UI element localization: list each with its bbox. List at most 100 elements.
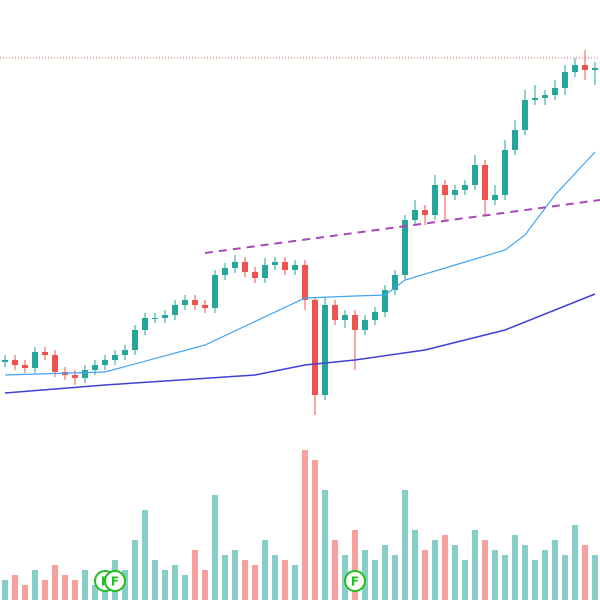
- volume-bar: [192, 550, 198, 600]
- volume-bar: [92, 585, 98, 600]
- volume-bar: [312, 460, 318, 600]
- volume-bar: [582, 545, 588, 600]
- candle-body: [72, 375, 78, 378]
- candle-body: [512, 130, 518, 150]
- volume-bar: [162, 570, 168, 600]
- volume-bar: [232, 550, 238, 600]
- candle-body: [162, 315, 168, 318]
- volume-bar: [142, 510, 148, 600]
- candle-body: [282, 262, 288, 270]
- candle-body: [392, 275, 398, 290]
- moving-average: [4, 151, 596, 376]
- candle-body: [222, 268, 228, 275]
- volume-bar: [412, 530, 418, 600]
- volume-bar: [432, 540, 438, 600]
- candle-body: [582, 65, 588, 70]
- volume-bar: [532, 560, 538, 600]
- volume-bar: [72, 580, 78, 600]
- candle-body: [462, 185, 468, 190]
- candle-body: [292, 265, 298, 270]
- event-marker: [104, 570, 126, 592]
- candle-body: [232, 262, 238, 268]
- candle-body: [572, 65, 578, 72]
- candle-body: [152, 318, 158, 319]
- candle-body: [552, 88, 558, 95]
- candle-body: [172, 305, 178, 315]
- volume-bar: [552, 540, 558, 600]
- volume-bar: [302, 450, 308, 600]
- candle-body: [202, 305, 208, 308]
- event-marker-label: F: [111, 575, 119, 589]
- candle-body: [102, 360, 108, 365]
- volume-bar: [322, 490, 328, 600]
- candle-body: [252, 272, 258, 278]
- candle-body: [412, 210, 418, 220]
- candle-body: [332, 305, 338, 320]
- volume-bar: [182, 575, 188, 600]
- candle-body: [272, 262, 278, 265]
- volume-bar: [32, 570, 38, 600]
- candle-body: [12, 360, 18, 365]
- trend-line: [204, 199, 600, 254]
- volume-bar: [12, 575, 18, 600]
- volume-bar: [2, 580, 8, 600]
- candle-body: [182, 300, 188, 305]
- volume-bar: [272, 555, 278, 600]
- candle-body: [372, 312, 378, 320]
- volume-bar: [332, 540, 338, 600]
- volume-bar: [242, 560, 248, 600]
- candle-body: [242, 262, 248, 272]
- candle-body: [422, 210, 428, 215]
- candle-body: [132, 330, 138, 350]
- volume-bar: [82, 570, 88, 600]
- volume-bar: [212, 495, 218, 600]
- candle-body: [22, 365, 28, 368]
- volume-bar: [502, 555, 508, 600]
- volume-bar: [132, 540, 138, 600]
- volume-bar: [442, 535, 448, 600]
- volume-bar: [292, 565, 298, 600]
- volume-bar: [522, 545, 528, 600]
- candle-body: [92, 365, 98, 370]
- volume-bar: [202, 570, 208, 600]
- volume-bar: [392, 555, 398, 600]
- candle-body: [322, 305, 328, 395]
- volume-bar: [422, 550, 428, 600]
- candle-body: [312, 300, 318, 395]
- volume-bar: [262, 540, 268, 600]
- candle-body: [452, 190, 458, 195]
- volume-bar: [382, 545, 388, 600]
- volume-bar: [402, 490, 408, 600]
- candle-body: [352, 315, 358, 330]
- volume-bar: [282, 560, 288, 600]
- candle-body: [192, 300, 198, 305]
- candle-body: [532, 98, 538, 100]
- candle-body: [82, 370, 88, 378]
- candle-body: [382, 290, 388, 312]
- volume-bar: [592, 555, 598, 600]
- candle-body: [402, 220, 408, 275]
- event-marker-label: F: [351, 575, 359, 589]
- candle-body: [492, 195, 498, 200]
- volume-bar: [42, 580, 48, 600]
- volume-bar: [572, 525, 578, 600]
- candle-body: [432, 185, 438, 215]
- volume-bar: [372, 560, 378, 600]
- volume-bar: [52, 565, 58, 600]
- candle-body: [142, 318, 148, 330]
- volume-bar: [512, 535, 518, 600]
- candle-body: [42, 352, 48, 355]
- volume-bar: [362, 550, 368, 600]
- candle-body: [122, 350, 128, 355]
- candle-body: [32, 352, 38, 368]
- volume-bar: [152, 560, 158, 600]
- candle-body: [472, 165, 478, 185]
- volume-bar: [492, 550, 498, 600]
- volume-bar: [252, 565, 258, 600]
- volume-bar: [452, 545, 458, 600]
- volume-bar: [472, 530, 478, 600]
- candle-body: [212, 275, 218, 308]
- volume-bar: [462, 560, 468, 600]
